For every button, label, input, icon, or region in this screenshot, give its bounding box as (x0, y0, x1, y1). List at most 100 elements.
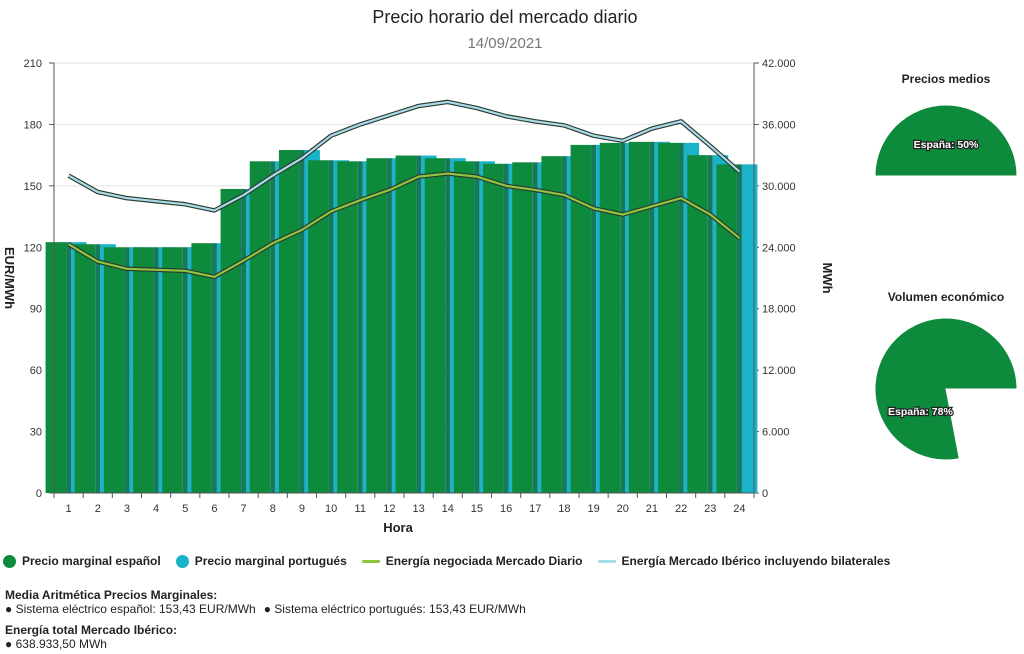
total-energy-text: 638.933,50 MWh (15, 637, 107, 651)
bar-overlap (299, 150, 305, 493)
y2-tick-label: 18.000 (762, 304, 796, 316)
bar-overlap (503, 163, 509, 493)
pie-volumen-economico-title: Volumen económico (888, 290, 1004, 304)
avg-prices-heading: Media Aritmética Precios Marginales: (5, 588, 218, 602)
bar-overlap (211, 243, 217, 493)
bar-precio-espanol (308, 160, 329, 493)
x-tick-label: 11 (355, 503, 366, 515)
x-axis-title: Hora (383, 520, 413, 535)
bar-overlap (707, 155, 713, 493)
x-tick-label: 9 (299, 503, 305, 515)
legend-item-precio-espanol[interactable]: Precio marginal español (3, 554, 161, 568)
y-tick-label: 150 (24, 181, 42, 193)
y2-tick-label: 0 (762, 488, 768, 500)
bar-overlap (678, 142, 684, 493)
legend-label-energia-iberico: Energía Mercado Ibérico incluyendo bilat… (621, 554, 891, 568)
x-tick-label: 1 (66, 503, 72, 515)
avg-price-portugal-text: Sistema eléctrico portugués: 153,43 EUR/… (274, 602, 526, 616)
x-tick-label: 8 (270, 503, 276, 515)
legend-item-energia-diario[interactable]: Energía negociada Mercado Diario (361, 554, 583, 568)
pie-volumen-economico-slice-españa (874, 317, 1018, 461)
y-tick-label: 30 (30, 427, 42, 439)
y-axis-title: EUR/MWh (2, 247, 17, 309)
bullet-icon: ● (5, 637, 13, 651)
x-tick-label: 2 (95, 503, 101, 515)
bar-precio-espanol (249, 161, 271, 494)
x-tick-label: 13 (412, 503, 424, 515)
bar-precio-espanol (570, 144, 592, 493)
x-tick-label: 22 (675, 503, 687, 515)
bar-overlap (416, 155, 422, 494)
legend-marker-precio-portugues (175, 554, 189, 568)
bar-precio-espanol (133, 247, 154, 493)
legend-marker-energia-iberico (597, 559, 616, 563)
bar-precio-espanol (103, 247, 125, 493)
y2-tick-label: 6.000 (762, 427, 790, 439)
y-tick-label: 60 (30, 365, 42, 377)
bar-overlap (591, 144, 597, 493)
bar-precio-espanol (220, 188, 242, 493)
y2-tick-label: 42.000 (762, 58, 796, 70)
x-tick-label: 14 (442, 503, 454, 515)
x-tick-label: 10 (325, 503, 337, 515)
bar-precio-espanol (483, 163, 504, 493)
bar-precio-espanol (162, 247, 183, 493)
chart-subtitle: 14/09/2021 (467, 35, 542, 52)
x-tick-label: 5 (182, 503, 188, 515)
bar-precio-espanol (541, 156, 562, 493)
x-tick-label: 19 (587, 503, 599, 515)
bar-precio-espanol (424, 158, 446, 493)
bar-overlap (357, 161, 363, 494)
avg-price-portugal: ● Sistema eléctrico portugués: 153,43 EU… (264, 602, 526, 616)
x-tick-label: 4 (153, 503, 159, 515)
pie-volumen-economico-label-españa: España: 78% (888, 406, 953, 418)
bar-precio-espanol (191, 243, 212, 493)
bar-precio-espanol (716, 164, 737, 493)
legend-label-precio-portugues: Precio marginal portugués (194, 554, 347, 568)
avg-price-spain: ● Sistema eléctrico español: 153,43 EUR/… (5, 602, 256, 616)
x-tick-label: 6 (211, 503, 217, 515)
x-tick-label: 7 (241, 503, 247, 515)
bar-overlap (445, 158, 451, 493)
total-energy-value: ● 638.933,50 MWh (5, 637, 534, 651)
legend-item-precio-portugues[interactable]: Precio marginal portugués (175, 554, 347, 568)
legend-label-precio-espanol: Precio marginal español (22, 554, 161, 568)
x-tick-label: 3 (124, 503, 130, 515)
bar-overlap (649, 141, 655, 494)
x-tick-label: 15 (471, 503, 483, 515)
bar-precio-espanol (687, 155, 708, 493)
y2-axis-title: MWh (820, 262, 835, 293)
y-tick-label: 180 (24, 119, 42, 131)
bar-precio-espanol (395, 155, 417, 494)
bar-overlap (153, 247, 159, 493)
bar-overlap (386, 158, 392, 493)
series-line-energia-iberico (68, 100, 741, 212)
bar-precio-espanol (628, 141, 650, 494)
bar-precio-espanol (278, 150, 300, 493)
legend-marker-energia-diario (361, 559, 380, 563)
y2-tick-label: 30.000 (762, 181, 796, 193)
bar-precio-espanol (512, 162, 533, 494)
y2-tick-label: 12.000 (762, 365, 796, 377)
avg-price-spain-text: Sistema eléctrico español: 153,43 EUR/MW… (15, 602, 256, 616)
bar-overlap (736, 164, 742, 493)
bar-overlap (532, 162, 538, 494)
x-tick-label: 21 (646, 503, 658, 515)
bar-overlap (620, 142, 626, 493)
bar-precio-espanol (366, 158, 387, 493)
x-tick-label: 12 (383, 503, 395, 515)
bar-overlap (124, 247, 130, 493)
x-tick-label: 20 (617, 503, 629, 515)
bar-overlap (474, 161, 480, 494)
summary-notes: Media Aritmética Precios Marginales: ● S… (5, 588, 534, 651)
x-tick-label: 16 (500, 503, 512, 515)
series-line-energia-diario (68, 172, 741, 279)
y-tick-label: 0 (36, 488, 42, 500)
legend-item-energia-iberico[interactable]: Energía Mercado Ibérico incluyendo bilat… (597, 554, 891, 568)
bar-precio-espanol (658, 142, 679, 493)
bar-overlap (66, 242, 72, 493)
bar-overlap (561, 156, 567, 493)
chart-title: Precio horario del mercado diario (372, 7, 637, 27)
y-tick-label: 210 (24, 58, 42, 70)
